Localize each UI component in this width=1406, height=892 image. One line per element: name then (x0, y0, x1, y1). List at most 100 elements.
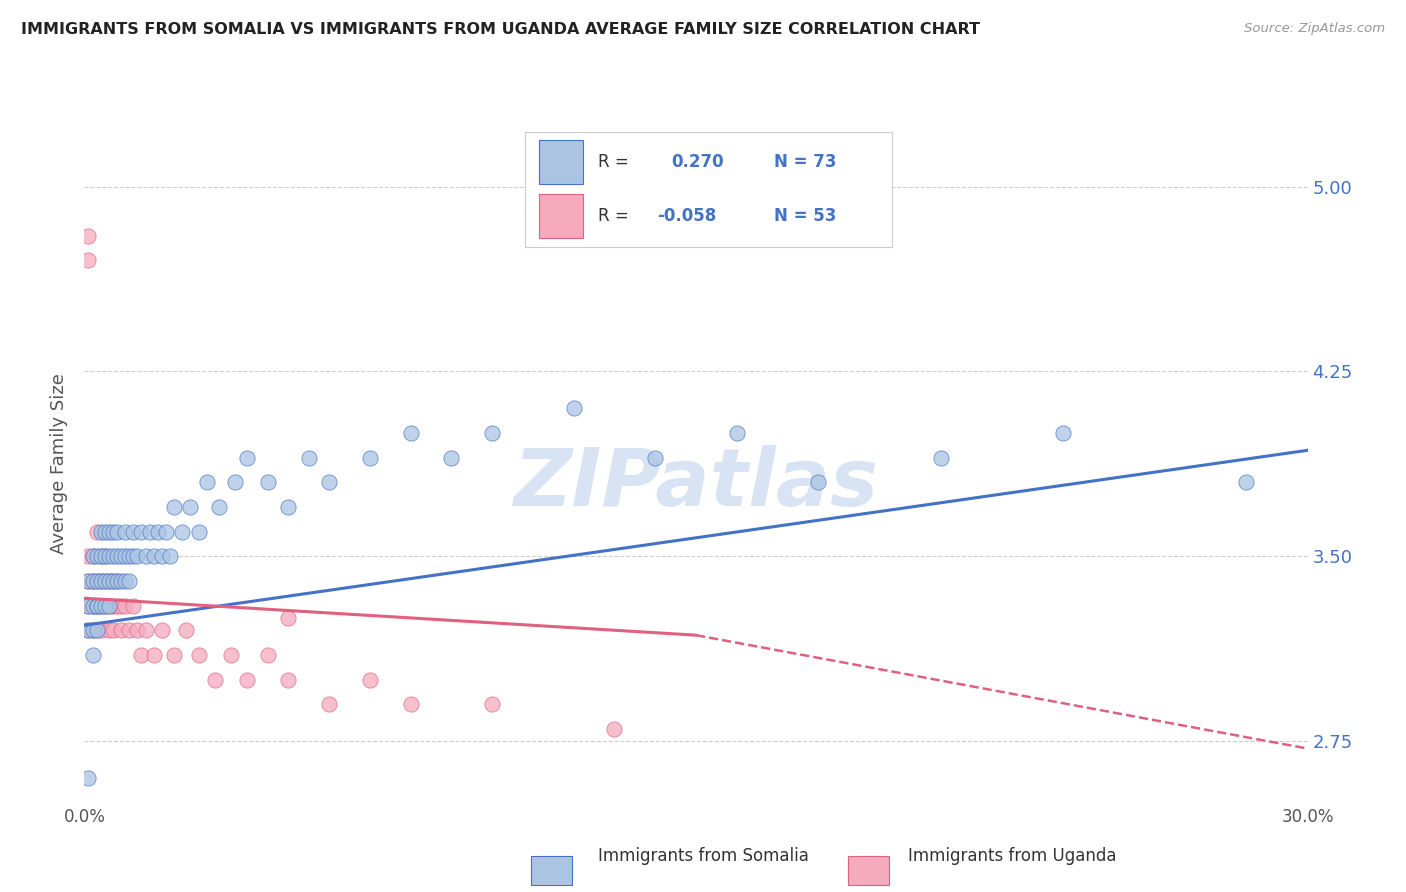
Point (77, 228, 100, 243)
Point (101, 624, 124, 638)
Point (77, 574, 100, 588)
Point (204, 673, 226, 687)
Point (93, 574, 117, 588)
Point (93, 524, 117, 539)
Point (179, 500, 201, 514)
Point (224, 475, 246, 490)
Text: IMMIGRANTS FROM SOMALIA VS IMMIGRANTS FROM UGANDA AVERAGE FAMILY SIZE CORRELATIO: IMMIGRANTS FROM SOMALIA VS IMMIGRANTS FR… (21, 22, 980, 37)
Point (90, 574, 112, 588)
Point (77, 771, 100, 785)
Point (105, 574, 128, 588)
Point (90, 549, 112, 564)
Point (127, 624, 149, 638)
Point (150, 624, 173, 638)
Point (163, 648, 186, 662)
Point (481, 425, 503, 440)
Point (257, 648, 280, 662)
Point (82, 574, 104, 588)
Point (86, 599, 108, 613)
Point (82, 599, 104, 613)
Point (562, 401, 585, 416)
Point (277, 500, 299, 514)
Point (159, 549, 181, 564)
Point (122, 549, 145, 564)
Point (101, 574, 124, 588)
Point (97, 599, 120, 613)
Point (86, 599, 108, 613)
Text: Immigrants from Uganda: Immigrants from Uganda (908, 847, 1116, 865)
Point (118, 624, 141, 638)
Point (277, 673, 299, 687)
Y-axis label: Average Family Size: Average Family Size (51, 374, 69, 554)
Point (77, 624, 100, 638)
Point (135, 549, 157, 564)
Point (97, 574, 120, 588)
Point (135, 624, 157, 638)
Point (208, 500, 231, 514)
Point (929, 450, 952, 465)
Point (118, 549, 141, 564)
Point (195, 475, 218, 490)
Point (318, 475, 340, 490)
Point (644, 450, 666, 465)
Point (97, 574, 120, 588)
Point (82, 624, 104, 638)
Point (97, 524, 120, 539)
Point (399, 697, 422, 711)
Point (101, 574, 124, 588)
Point (318, 697, 340, 711)
Point (359, 673, 381, 687)
Point (131, 524, 153, 539)
Point (90, 599, 112, 613)
Point (86, 574, 108, 588)
Point (93, 574, 117, 588)
Point (86, 574, 108, 588)
Point (150, 549, 173, 564)
Point (86, 624, 108, 638)
Point (82, 648, 104, 662)
Point (187, 524, 209, 539)
Point (131, 648, 153, 662)
Point (90, 524, 112, 539)
Point (82, 549, 104, 564)
Point (219, 648, 242, 662)
Point (1052, 425, 1074, 440)
Point (122, 599, 145, 613)
Point (163, 500, 186, 514)
Point (82, 549, 104, 564)
Point (86, 524, 108, 539)
Point (97, 549, 120, 564)
Point (172, 524, 194, 539)
Point (236, 450, 259, 465)
Point (105, 599, 128, 613)
Point (82, 574, 104, 588)
Point (142, 648, 165, 662)
Point (110, 599, 132, 613)
Point (146, 524, 169, 539)
Point (86, 624, 108, 638)
Text: Source: ZipAtlas.com: Source: ZipAtlas.com (1244, 22, 1385, 36)
Point (110, 574, 132, 588)
Point (77, 599, 100, 613)
Point (77, 599, 100, 613)
Point (359, 450, 381, 465)
Point (105, 549, 128, 564)
Point (101, 524, 124, 539)
Point (101, 549, 124, 564)
Point (114, 599, 136, 613)
Point (127, 549, 149, 564)
Point (277, 611, 299, 625)
Text: Immigrants from Somalia: Immigrants from Somalia (598, 847, 808, 865)
Point (86, 599, 108, 613)
Point (603, 722, 626, 736)
Point (77, 574, 100, 588)
Point (110, 549, 132, 564)
Point (93, 599, 117, 613)
Point (807, 475, 830, 490)
Point (90, 624, 112, 638)
Point (114, 574, 136, 588)
Point (90, 549, 112, 564)
Point (481, 697, 503, 711)
Point (90, 574, 112, 588)
Point (118, 574, 141, 588)
